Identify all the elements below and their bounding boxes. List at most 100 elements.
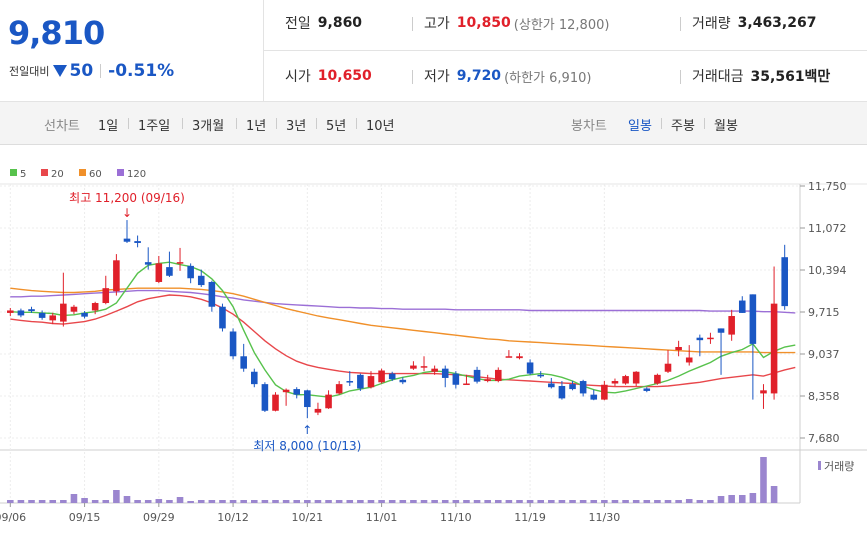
divider [316, 118, 317, 129]
candle-body [7, 310, 14, 313]
candle-body [717, 328, 725, 333]
x-tick-label: 10/21 [291, 511, 323, 524]
volume-bar [494, 500, 502, 503]
volume-bar [420, 500, 428, 503]
high-label: 고가 [424, 16, 450, 32]
volume-bar [378, 500, 385, 503]
x-tick-label: 09/15 [69, 511, 101, 524]
prev-close-stat: 전일 9,860 [285, 13, 362, 33]
period-3m[interactable]: 3개월 [192, 119, 225, 134]
x-tick-label: 09/29 [143, 511, 175, 524]
divider [128, 118, 129, 129]
divider [264, 50, 867, 51]
candle-body [282, 389, 290, 393]
volume-bar [622, 500, 629, 503]
candle-body [38, 312, 46, 318]
x-tick-label: 11/19 [514, 511, 546, 524]
candle-body [144, 262, 152, 265]
volume-bar [717, 496, 725, 503]
candle-body [654, 374, 661, 384]
y-tick-label: 8,358 [808, 390, 840, 403]
volume-bar [325, 500, 332, 503]
volume-bar [452, 500, 460, 503]
volume-bar [70, 494, 78, 503]
candle-body [49, 315, 57, 321]
low-annotation: 최저 8,000 (10/13) [253, 439, 361, 453]
y-tick-label: 10,394 [808, 264, 847, 277]
volume-bar [197, 500, 205, 503]
candle-body [685, 357, 693, 363]
volume-bar [738, 495, 746, 503]
volume-bar [410, 500, 417, 503]
candle-body [590, 394, 598, 400]
chart-annotations: 최고 11,200 (09/16)↓ ↑ 최저 8,000 (10/13) [69, 191, 361, 453]
divider [100, 64, 102, 78]
volume-bar [696, 500, 704, 503]
volume-bar [38, 500, 46, 503]
candle-chart-label: 봉차트 [571, 119, 607, 134]
divider [356, 118, 357, 129]
candle-body [102, 288, 110, 304]
period-10y[interactable]: 10년 [366, 119, 395, 134]
volume-bar [526, 500, 534, 503]
candle-body [357, 374, 364, 389]
candle-body [728, 316, 735, 335]
volume-bar [187, 501, 194, 503]
candle-body [155, 263, 163, 282]
stock-chart: 5 20 60 120 거래량 11,750 11,072 10,394 9,715 9,03… [0, 169, 867, 524]
candle-body [240, 356, 247, 369]
x-tick-label: 11/01 [366, 511, 398, 524]
candle-body [505, 356, 513, 358]
candle-weekly[interactable]: 주봉 [671, 119, 695, 134]
volume-bar [484, 500, 491, 503]
candle-body [378, 370, 385, 383]
volume-bar [548, 500, 555, 503]
line-chart-label: 선차트 [44, 119, 80, 134]
volume-bar [7, 500, 14, 503]
volume-bar [611, 500, 619, 503]
open-label: 시가 [285, 69, 311, 85]
volume-bar [431, 500, 438, 503]
candle-body [781, 257, 788, 307]
candle-daily[interactable]: 일봉 [628, 119, 652, 134]
volume-bar [770, 486, 778, 503]
amount-value: 35,561백만 [750, 69, 831, 85]
divider [182, 118, 183, 129]
chart-legend: 5 20 60 120 [10, 169, 146, 180]
x-tick-label: 11/10 [440, 511, 472, 524]
candle-body [664, 363, 672, 372]
candle-body [473, 369, 481, 382]
candle-body [187, 265, 194, 279]
period-3y[interactable]: 3년 [286, 119, 307, 134]
volume-bar [367, 500, 375, 503]
volume-bar [601, 500, 608, 503]
period-5y[interactable]: 5년 [326, 119, 347, 134]
candle-monthly[interactable]: 월봉 [714, 119, 738, 134]
candle-body [558, 385, 566, 399]
chart-axes: 11,750 11,072 10,394 9,715 9,037 8,358 7,680 09… [0, 180, 847, 524]
y-tick-label: 7,680 [808, 432, 840, 445]
volume-bar [749, 493, 757, 503]
volume-bar [272, 500, 279, 503]
candle-body [113, 260, 120, 292]
amount-label: 거래대금 [692, 69, 744, 85]
volume-legend-swatch [818, 461, 821, 470]
period-1d[interactable]: 1일 [98, 119, 119, 134]
candle-body [632, 371, 640, 384]
volume-bar [229, 500, 237, 503]
period-1y[interactable]: 1년 [246, 119, 267, 134]
candle-body [494, 369, 502, 382]
candle-body [251, 371, 258, 385]
volume-bar [293, 500, 301, 503]
candle-body [176, 262, 184, 264]
volume-bar [155, 499, 163, 503]
volume-bar [760, 457, 767, 503]
candle-body [91, 303, 99, 311]
legend-label-ma20: 20 [51, 169, 64, 180]
volume-bar [113, 490, 120, 503]
period-1w[interactable]: 1주일 [138, 119, 171, 134]
y-tick-label: 9,715 [808, 306, 840, 319]
candle-body [28, 309, 35, 312]
candle-body [325, 394, 332, 409]
candle-body [643, 388, 651, 391]
